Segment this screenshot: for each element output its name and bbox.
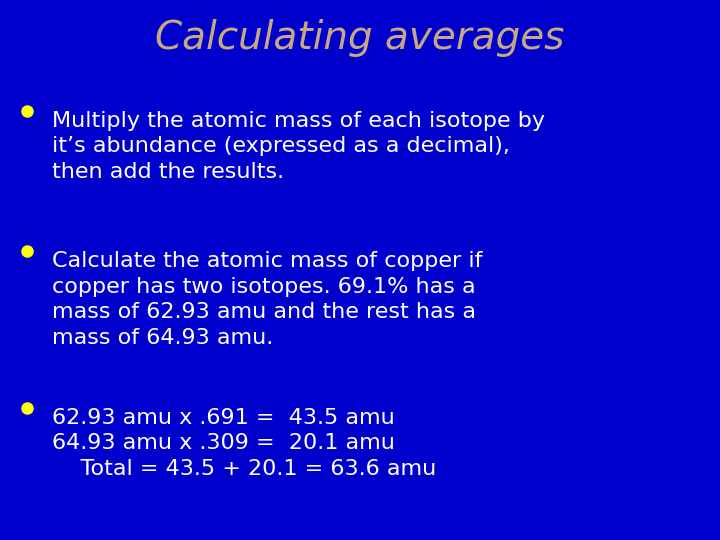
Text: Multiply the atomic mass of each isotope by
it’s abundance (expressed as a decim: Multiply the atomic mass of each isotope…	[52, 111, 545, 182]
Text: Calculate the atomic mass of copper if
copper has two isotopes. 69.1% has a
mass: Calculate the atomic mass of copper if c…	[52, 251, 482, 348]
Text: 62.93 amu x .691 =  43.5 amu
64.93 amu x .309 =  20.1 amu
    Total = 43.5 + 20.: 62.93 amu x .691 = 43.5 amu 64.93 amu x …	[52, 408, 436, 479]
Text: Calculating averages: Calculating averages	[156, 19, 564, 57]
